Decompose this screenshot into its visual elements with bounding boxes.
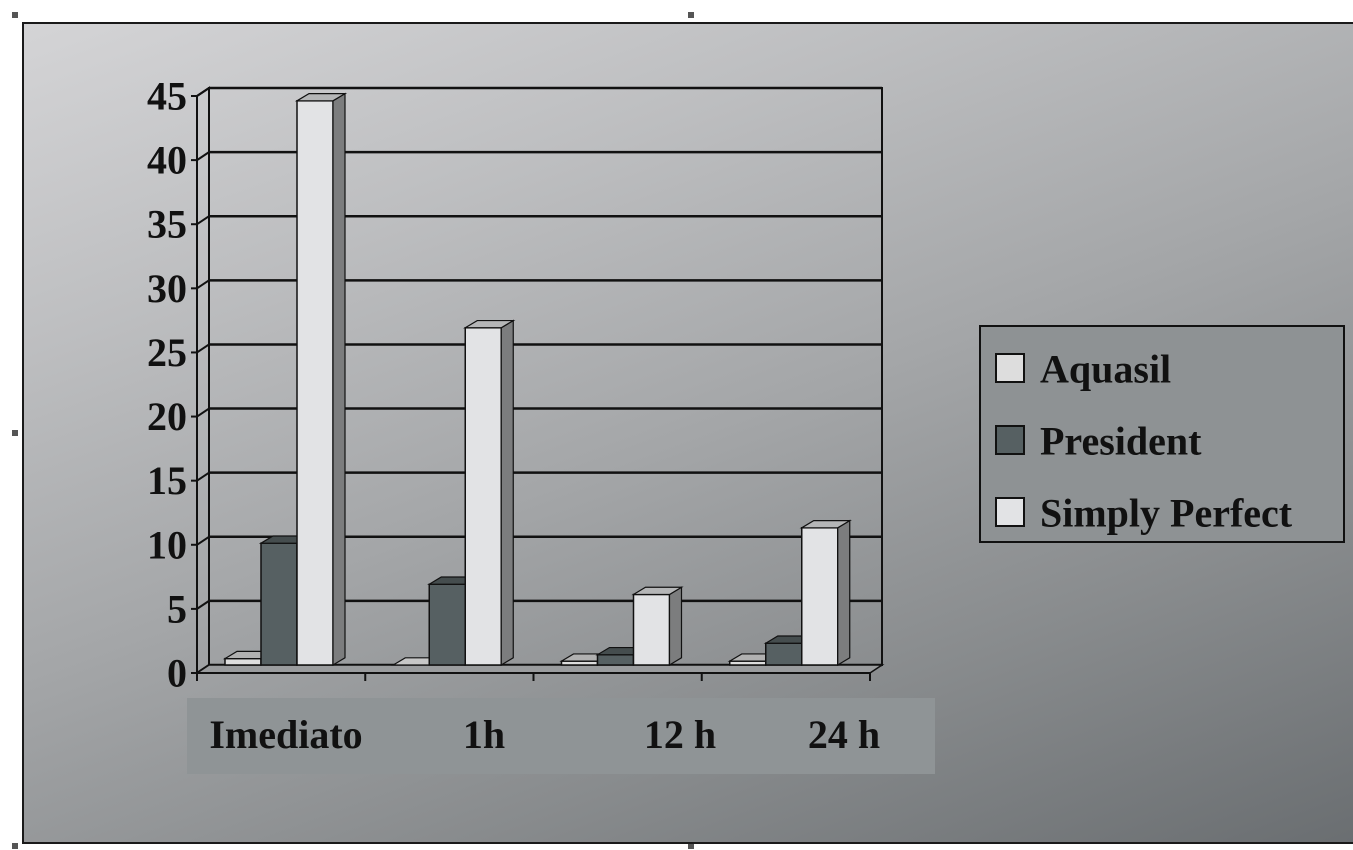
bar-simply-perfect-2 xyxy=(631,586,684,667)
y-tick-label: 20 xyxy=(147,394,187,439)
plot-side-wall xyxy=(196,86,210,675)
bar-side-face xyxy=(837,519,851,667)
bar-side-face xyxy=(332,92,346,667)
bar-simply-perfect-3 xyxy=(799,519,852,667)
legend-box xyxy=(979,325,1345,543)
bar-front-face xyxy=(296,100,334,666)
bar-front-face xyxy=(765,642,803,666)
selection-handle-top-mid[interactable] xyxy=(688,12,694,18)
y-tick-label: 35 xyxy=(147,202,187,247)
gridline-side xyxy=(196,600,210,610)
y-tick-label: 25 xyxy=(147,330,187,375)
selection-handle-bottom-mid[interactable] xyxy=(688,843,694,849)
gridline-side xyxy=(196,151,210,161)
x-tick-label: 12 h xyxy=(644,712,716,757)
legend-swatch xyxy=(995,353,1025,383)
legend-label: President xyxy=(1040,419,1202,464)
gridline-side xyxy=(196,471,210,482)
gridline-side xyxy=(196,87,210,97)
selection-handle-bottom-left[interactable] xyxy=(12,843,18,849)
selection-handle-top-left[interactable] xyxy=(12,12,18,18)
x-label-strip xyxy=(187,698,935,774)
plot-floor xyxy=(194,664,885,674)
x-tick-label: Imediato xyxy=(209,712,362,757)
y-tick-label: 5 xyxy=(167,586,187,631)
gridline-side xyxy=(196,407,210,418)
bar-front-face xyxy=(464,327,502,666)
bar-front-face xyxy=(224,657,262,666)
gridline-side xyxy=(196,215,210,226)
bar-front-face xyxy=(260,542,298,666)
legend-label: Simply Perfect xyxy=(1040,491,1293,536)
x-tick-label: 24 h xyxy=(808,712,880,757)
x-tick-label: 1h xyxy=(463,712,505,757)
y-tick-label: 10 xyxy=(147,522,187,567)
y-tick-label: 40 xyxy=(147,138,187,183)
y-tick-label: 15 xyxy=(147,458,187,503)
bar-simply-perfect-1 xyxy=(463,319,516,667)
gridline-side xyxy=(196,279,210,290)
legend-label: Aquasil xyxy=(1040,347,1171,392)
selection-handle-mid-left[interactable] xyxy=(12,430,18,436)
bar-front-face xyxy=(596,653,635,666)
bar-simply-perfect-0 xyxy=(294,92,348,667)
gridline-side xyxy=(196,343,210,354)
chart-area[interactable]: 0 5 10 15 20 25 30 35 40 45 Imediato 1h 12 h 24 h Aqu… xyxy=(22,22,1353,844)
bar-chart: 0 5 10 15 20 25 30 35 40 45 Imediato 1h 12 h 24 h Aqu… xyxy=(147,74,1345,774)
bar-top-face xyxy=(463,319,516,329)
bar-front-face xyxy=(632,593,671,666)
gridline-side xyxy=(196,535,210,546)
y-tick-label: 30 xyxy=(147,266,187,311)
bar-side-face xyxy=(500,319,514,667)
bar-front-face xyxy=(801,527,839,666)
legend-swatch xyxy=(995,425,1025,455)
bar-side-face xyxy=(668,586,683,667)
bar-front-face xyxy=(428,583,466,666)
bar-top-face xyxy=(799,520,852,529)
y-tick-label: 0 xyxy=(167,651,187,696)
legend-swatch xyxy=(995,497,1025,527)
y-tick-label: 45 xyxy=(147,74,187,119)
bar-top-face xyxy=(631,586,684,596)
bar-top-face xyxy=(294,93,348,102)
